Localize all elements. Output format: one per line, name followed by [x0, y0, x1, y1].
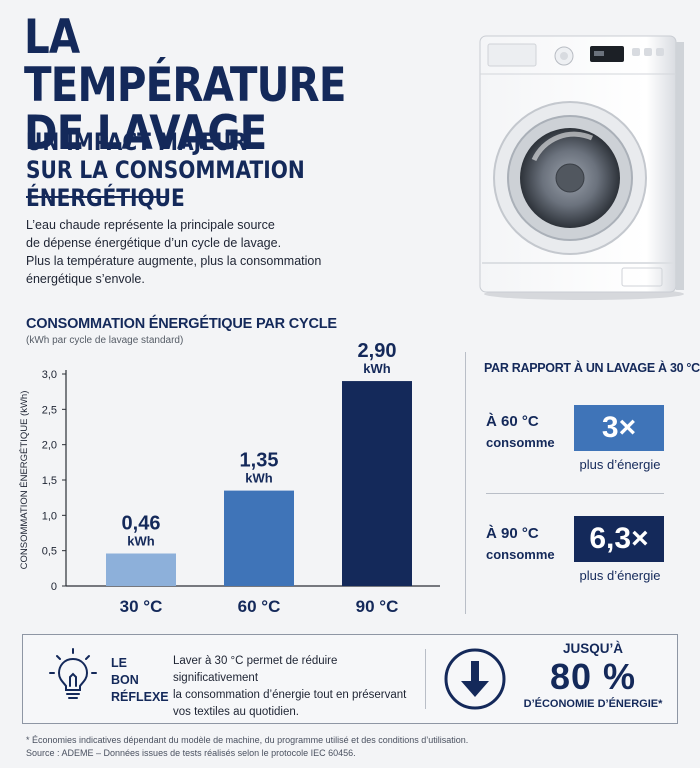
tip-title-line-1: LE — [111, 656, 127, 670]
tip-title-line-3: RÉFLEXE — [111, 690, 169, 704]
comparison-90-factor-badge: 6,3× — [574, 516, 664, 562]
bar-2 — [342, 381, 412, 586]
tip-text-line-1: Laver à 30 °C permet de réduire signific… — [173, 655, 338, 684]
y-tick-label: 0 — [51, 581, 57, 593]
washing-machine-icon — [479, 35, 684, 300]
y-tick-label: 2,0 — [42, 440, 57, 452]
x-tick-label: 90 °C — [356, 597, 399, 616]
intro-line-3: Plus la température augmente, plus la co… — [26, 254, 322, 268]
y-tick-label: 1,0 — [42, 510, 57, 522]
comparison-60-label: À 60 °C consomme — [486, 412, 555, 452]
data-label-value: 2,90 — [358, 340, 397, 362]
comparison-90-verb: consomme — [486, 547, 555, 562]
savings-caption: D’ÉCONOMIE D’ÉNERGIE* — [523, 698, 663, 710]
comparison-60-temp: À 60 °C — [486, 413, 539, 430]
data-label-unit: kWh — [363, 361, 391, 376]
energy-bar-chart: 0 0,5 1,0 1,5 2,0 2,5 3,0 CONSOMMATION ÉNERGÉTI… — [19, 340, 440, 616]
intro-paragraph: L’eau chaude représente la principale so… — [26, 216, 356, 288]
x-tick-label: 30 °C — [120, 597, 163, 616]
intro-line-1: L’eau chaude représente la principale so… — [26, 218, 275, 232]
savings-value: 80 % — [549, 656, 637, 697]
comparison-60-factor-badge: 3× — [574, 405, 664, 451]
comparison-60-caption: plus d’énergie — [579, 457, 661, 472]
footnote-line-2: Source : ADEME – Données issues de tests… — [26, 747, 356, 758]
title-line-1: LA TEMPÉRATURE — [24, 10, 346, 113]
y-tick-label: 0,5 — [42, 546, 57, 558]
comparison-90-label: À 90 °C consomme — [486, 524, 555, 564]
savings-callout: JUSQU’À 80 % D’ÉCONOMIE D’ÉNERGIE* — [513, 641, 673, 711]
data-label-value: 0,46 — [122, 512, 161, 534]
y-tick-label: 2,5 — [42, 404, 57, 416]
subtitle-underline — [26, 196, 168, 198]
bar-0 — [106, 553, 176, 586]
subtitle-line-2: SUR LA CONSOMMATION ÉNERGÉTIQUE — [26, 156, 305, 212]
tip-text-line-3: vos textiles au quotidien. — [173, 706, 299, 718]
y-tick-label: 1,5 — [42, 475, 57, 487]
tip-text-line-2: la consommation d’énergie tout en préser… — [173, 689, 407, 701]
panel-divider — [465, 352, 466, 614]
data-label-value: 1,35 — [240, 450, 279, 472]
chart-title: CONSOMMATION ÉNERGÉTIQUE PAR CYCLE — [26, 316, 337, 332]
tip-divider — [425, 649, 426, 709]
y-axis-label: CONSOMMATION ÉNERGÉTIQUE (kWh) — [19, 391, 30, 570]
tip-text: Laver à 30 °C permet de réduire signific… — [173, 653, 423, 721]
page-subtitle: UN IMPACT MAJEUR SUR LA CONSOMMATION ÉNE… — [26, 128, 463, 212]
title-line-2: DE LAVAGE — [24, 106, 267, 161]
tip-title: LE BON RÉFLEXE — [111, 655, 169, 706]
footnote: * Économies indicatives dépendant du mod… — [26, 734, 676, 759]
savings-prefix: JUSQU’À — [562, 641, 623, 656]
y-tick-label: 3,0 — [42, 369, 57, 381]
x-tick-label: 60 °C — [238, 597, 281, 616]
comparison-separator — [486, 493, 664, 494]
subtitle-line-1: UN IMPACT MAJEUR — [26, 128, 247, 156]
page-title: LA TEMPÉRATURE DE LAVAGE — [24, 14, 402, 158]
data-label-unit: kWh — [127, 533, 155, 548]
comparison-heading: PAR RAPPORT À UN LAVAGE À 30 °C — [484, 361, 700, 375]
comparison-60-verb: consomme — [486, 435, 555, 450]
comparison-90-temp: À 90 °C — [486, 525, 539, 542]
comparison-90-caption: plus d’énergie — [579, 568, 661, 583]
tip-title-line-2: BON — [111, 673, 139, 687]
footnote-line-1: * Économies indicatives dépendant du mod… — [26, 735, 469, 745]
bar-1 — [224, 490, 294, 586]
down-arrow-icon — [444, 648, 506, 710]
tip-card: LE BON RÉFLEXE Laver à 30 °C permet de r… — [22, 634, 678, 724]
intro-line-2: de dépense énergétique d’un cycle de lav… — [26, 236, 282, 250]
data-label-unit: kWh — [245, 471, 273, 486]
lightbulb-icon — [49, 648, 97, 699]
intro-line-4: énergétique s’envole. — [26, 272, 145, 286]
chart-subtitle: (kWh par cycle de lavage standard) — [26, 335, 184, 346]
